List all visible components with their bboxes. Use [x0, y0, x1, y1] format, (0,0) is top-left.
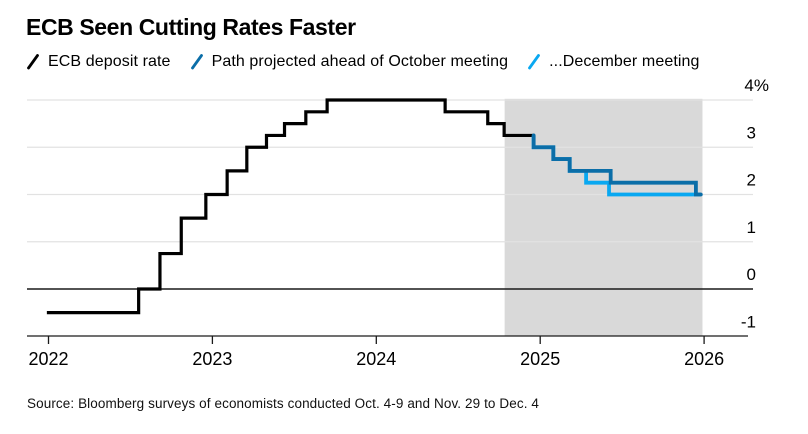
x-axis-label: 2025 [520, 349, 560, 369]
projection-band [504, 98, 703, 336]
y-axis-label: -1 [741, 312, 756, 331]
x-axis-label: 2023 [192, 349, 232, 369]
y-axis-label: 4% [744, 76, 769, 95]
chart-legend: ECB deposit rate Path projected ahead of… [26, 51, 700, 73]
source-note: Source: Bloomberg surveys of economists … [27, 396, 540, 411]
legend-item-deposit-rate: ECB deposit rate [26, 53, 171, 71]
x-axis-label: 2024 [356, 349, 396, 369]
light-blue-slash-icon [528, 54, 541, 70]
legend-item-october-path: Path projected ahead of October meeting [190, 53, 509, 71]
dark-blue-slash-icon [190, 54, 203, 70]
series-line-path-projected-ahead-of-october-meeting [531, 133, 703, 197]
x-axis-label: 2026 [684, 349, 724, 369]
y-axis-label: 0 [747, 265, 756, 284]
legend-label: Path projected ahead of October meeting [211, 53, 509, 70]
y-axis-label: 3 [747, 123, 756, 142]
legend-label: ...December meeting [549, 53, 700, 70]
y-axis-label: 2 [747, 171, 756, 190]
black-slash-icon [27, 54, 39, 70]
legend-item-december-path: ...December meeting [527, 53, 699, 71]
y-axis-label: 1 [747, 218, 756, 237]
legend-label: ECB deposit rate [48, 53, 171, 70]
page-title: ECB Seen Cutting Rates Faster [26, 14, 356, 40]
x-axis-label: 2022 [28, 349, 68, 369]
series-line-ecb-deposit-rate [46, 98, 534, 315]
